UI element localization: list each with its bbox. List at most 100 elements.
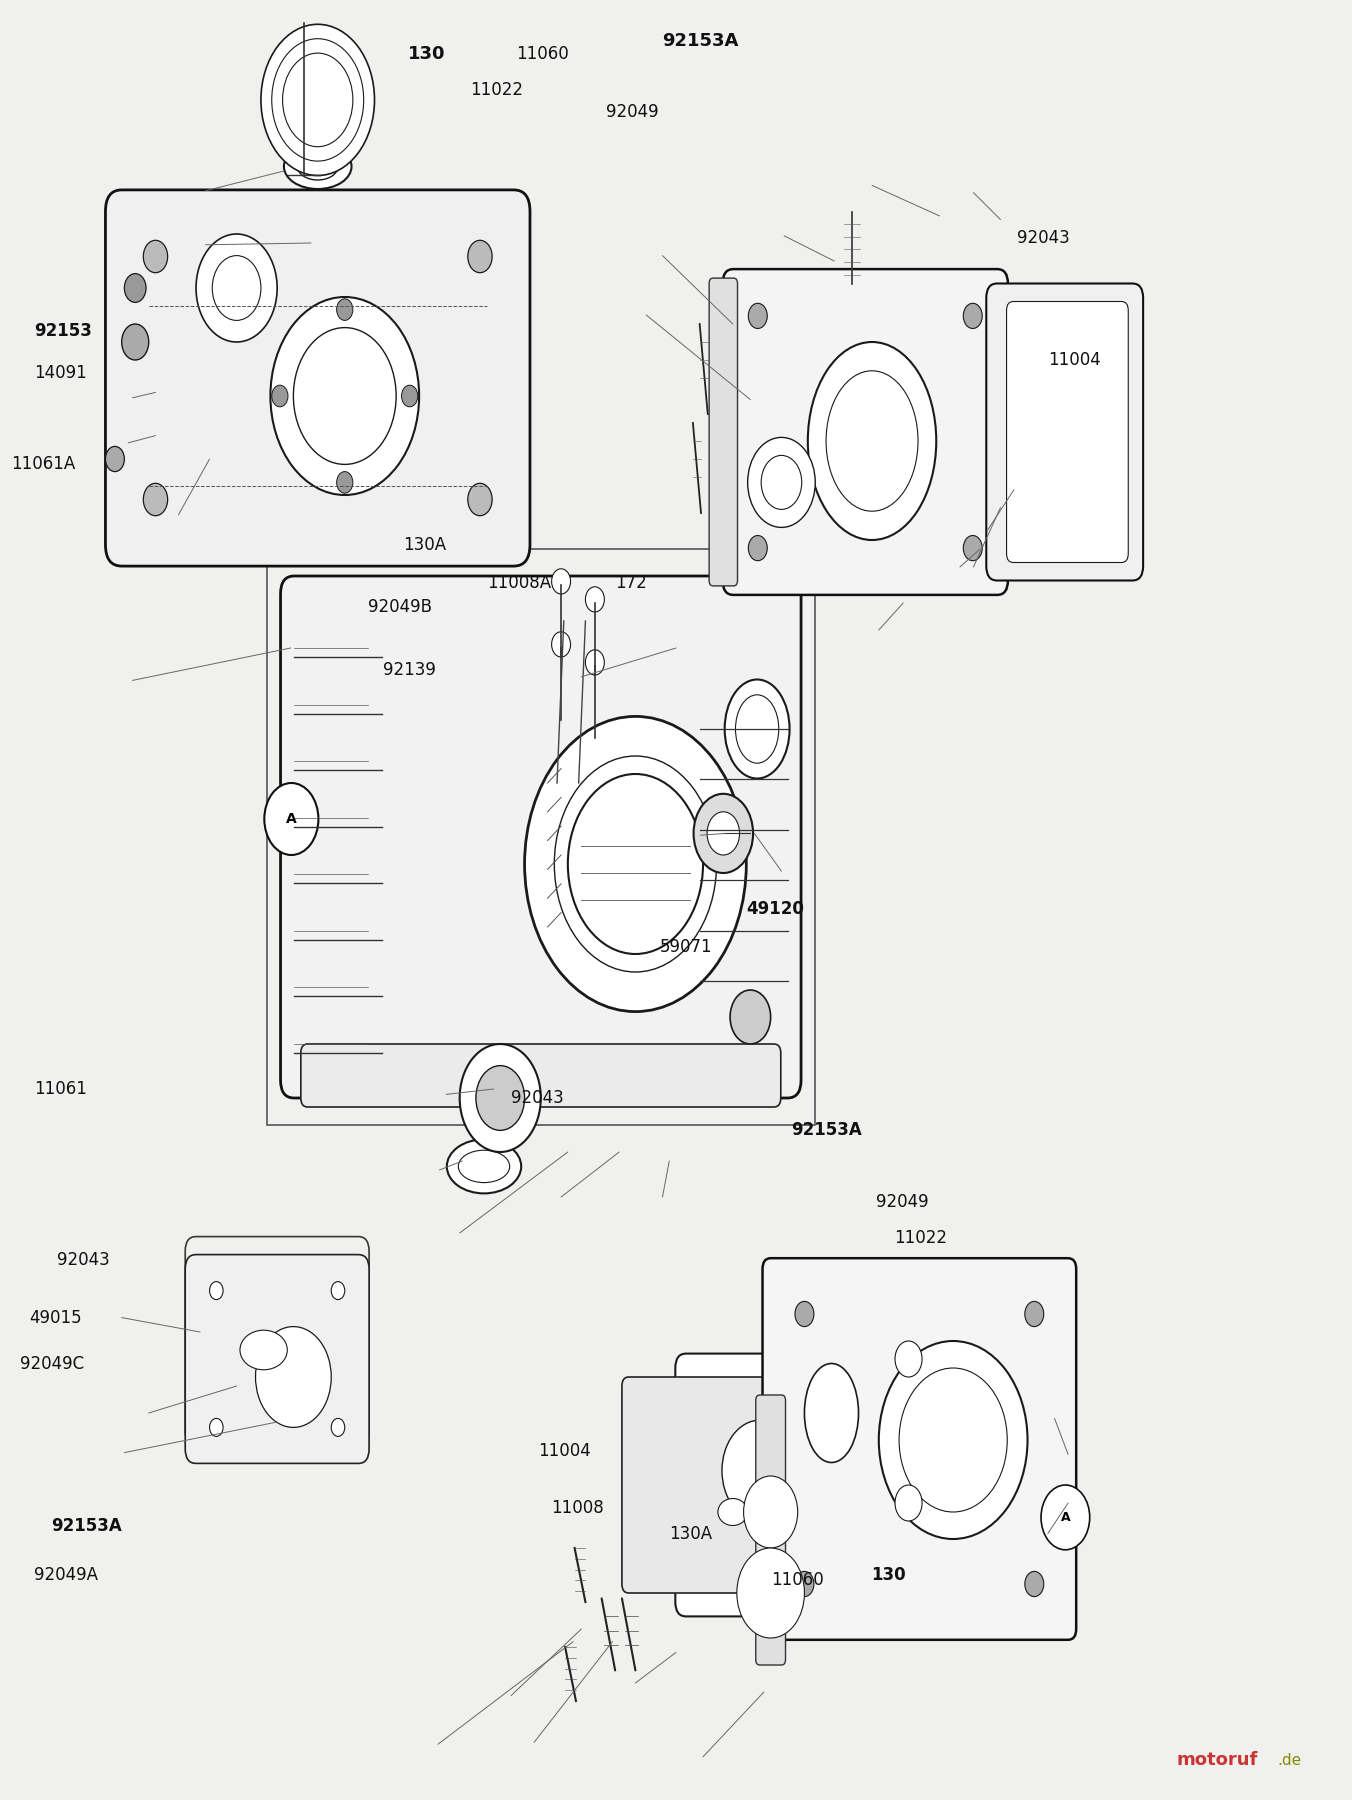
Circle shape (210, 1400, 223, 1418)
Circle shape (963, 536, 982, 560)
Text: 11060: 11060 (771, 1571, 823, 1589)
Circle shape (196, 234, 277, 342)
Circle shape (899, 1368, 1007, 1512)
Text: 130A: 130A (669, 1525, 713, 1543)
Text: 92049: 92049 (606, 103, 658, 121)
Text: 92043: 92043 (57, 1251, 110, 1269)
Circle shape (749, 536, 768, 560)
Circle shape (744, 1476, 798, 1548)
Circle shape (1041, 1485, 1090, 1550)
Ellipse shape (446, 1139, 521, 1193)
Bar (268, 549, 815, 1125)
Ellipse shape (297, 153, 338, 180)
FancyBboxPatch shape (763, 1258, 1076, 1640)
Ellipse shape (718, 1498, 748, 1526)
Text: 11061A: 11061A (11, 455, 76, 473)
Circle shape (784, 1422, 852, 1512)
Text: .de: .de (1278, 1753, 1302, 1768)
Circle shape (749, 304, 768, 328)
Circle shape (261, 23, 375, 175)
Circle shape (256, 1309, 331, 1409)
Text: 49015: 49015 (30, 1309, 82, 1327)
Circle shape (795, 1301, 814, 1327)
Circle shape (143, 482, 168, 515)
Circle shape (212, 256, 261, 320)
Circle shape (722, 1420, 798, 1521)
FancyBboxPatch shape (987, 283, 1142, 580)
Circle shape (265, 783, 319, 855)
Circle shape (331, 1264, 345, 1282)
Text: 11008A: 11008A (487, 574, 550, 592)
Circle shape (707, 812, 740, 855)
Text: 59071: 59071 (660, 938, 713, 956)
Ellipse shape (808, 342, 937, 540)
Text: 92043: 92043 (511, 1089, 564, 1107)
Ellipse shape (458, 1150, 510, 1183)
Circle shape (795, 1571, 814, 1597)
Text: 172: 172 (615, 574, 646, 592)
Text: 49120: 49120 (746, 900, 804, 918)
Text: 11004: 11004 (1048, 351, 1101, 369)
Text: 11022: 11022 (470, 81, 523, 99)
Circle shape (272, 385, 288, 407)
Text: 92043: 92043 (1017, 229, 1069, 247)
Circle shape (468, 482, 492, 515)
FancyBboxPatch shape (185, 1255, 369, 1463)
Text: 130A: 130A (403, 536, 446, 554)
Circle shape (694, 794, 753, 873)
Circle shape (585, 587, 604, 612)
Circle shape (761, 455, 802, 509)
Text: 130: 130 (871, 1566, 906, 1584)
FancyBboxPatch shape (300, 1044, 781, 1107)
Text: 92049: 92049 (876, 1193, 929, 1211)
Circle shape (879, 1341, 1028, 1539)
Ellipse shape (241, 1330, 287, 1370)
Text: A: A (1060, 1510, 1071, 1525)
Circle shape (1025, 1301, 1044, 1327)
Circle shape (468, 239, 492, 274)
Circle shape (730, 990, 771, 1044)
Circle shape (337, 472, 353, 493)
Text: 92153A: 92153A (791, 1121, 861, 1139)
Ellipse shape (735, 695, 779, 763)
Circle shape (895, 1485, 922, 1521)
Text: motoruf: motoruf (1176, 1751, 1257, 1769)
Ellipse shape (725, 679, 790, 778)
Text: 11004: 11004 (538, 1442, 591, 1460)
FancyBboxPatch shape (281, 576, 800, 1098)
Text: 92049C: 92049C (20, 1355, 84, 1373)
Circle shape (122, 324, 149, 360)
Circle shape (331, 1400, 345, 1418)
Circle shape (460, 1044, 541, 1152)
Ellipse shape (241, 1312, 287, 1352)
FancyBboxPatch shape (696, 1382, 940, 1588)
Text: 11061: 11061 (34, 1080, 87, 1098)
Text: 92049B: 92049B (368, 598, 431, 616)
Circle shape (331, 1418, 345, 1436)
Text: 11060: 11060 (516, 45, 569, 63)
Circle shape (270, 297, 419, 495)
Circle shape (210, 1264, 223, 1282)
Circle shape (256, 1327, 331, 1427)
FancyBboxPatch shape (105, 191, 530, 565)
Circle shape (585, 650, 604, 675)
Circle shape (476, 1066, 525, 1130)
Text: 92153: 92153 (34, 322, 92, 340)
Circle shape (331, 1282, 345, 1300)
Text: 92153A: 92153A (51, 1517, 122, 1535)
FancyBboxPatch shape (756, 1395, 786, 1665)
Circle shape (105, 446, 124, 472)
Text: 11022: 11022 (894, 1229, 946, 1247)
Circle shape (143, 239, 168, 274)
Circle shape (210, 1418, 223, 1436)
Circle shape (283, 52, 353, 146)
Text: A: A (287, 812, 296, 826)
Text: 92139: 92139 (383, 661, 435, 679)
Text: 14091: 14091 (34, 364, 87, 382)
Circle shape (272, 38, 364, 160)
FancyBboxPatch shape (622, 1377, 892, 1593)
Circle shape (293, 328, 396, 464)
Circle shape (552, 569, 571, 594)
Circle shape (554, 756, 717, 972)
Ellipse shape (284, 144, 352, 189)
